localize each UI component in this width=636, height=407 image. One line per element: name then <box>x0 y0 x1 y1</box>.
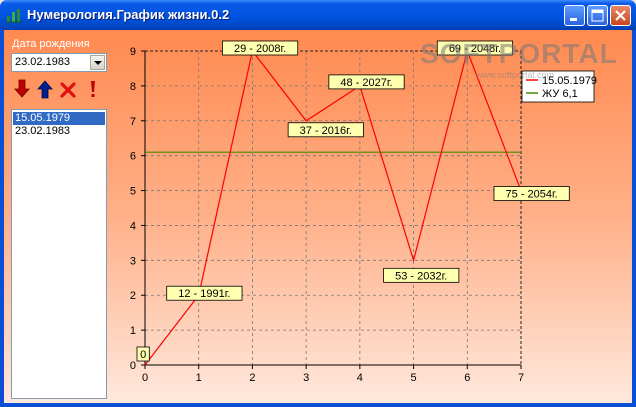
y-tick-label: 0 <box>130 360 136 372</box>
y-tick-label: 5 <box>130 186 136 198</box>
data-label-box <box>166 285 243 301</box>
birth-date-select[interactable]: 23.02.1983 <box>11 53 107 72</box>
delete-x-icon[interactable] <box>59 79 77 99</box>
y-tick-label: 7 <box>130 116 136 128</box>
data-label-box <box>493 186 570 201</box>
watermark-text: SOFTPORTAL <box>420 38 618 69</box>
data-label-box <box>328 74 405 90</box>
maximize-icon <box>591 9 604 22</box>
y-tick-label: 2 <box>130 290 136 302</box>
birth-date-value: 23.02.1983 <box>15 56 71 68</box>
x-tick-label: 7 <box>518 372 524 384</box>
data-label: 75 - 2054г. <box>506 189 558 201</box>
dates-listbox[interactable]: 15.05.1979 23.02.1983 <box>11 109 107 399</box>
exclamation-icon[interactable] <box>84 79 102 99</box>
legend-entry: ЖУ 6,1 <box>542 88 578 100</box>
data-label: 0 <box>140 349 146 361</box>
birth-date-label: Дата рождения <box>12 38 90 50</box>
y-tick-label: 6 <box>130 151 136 163</box>
legend-entry: 15.05.1979 <box>542 75 597 87</box>
x-tick-label: 0 <box>142 372 148 384</box>
minimize-button[interactable] <box>564 5 585 26</box>
list-item[interactable]: 15.05.1979 <box>13 112 105 125</box>
client-area: Дата рождения 23.02.1983 15.05.1979 23.0… <box>4 30 632 403</box>
data-label: 48 - 2027г. <box>340 77 392 89</box>
arrow-down-icon[interactable] <box>13 79 31 99</box>
data-label: 12 - 1991г. <box>178 288 230 300</box>
list-item[interactable]: 23.02.1983 <box>15 125 71 137</box>
watermark-url: www.softportal.com <box>476 70 555 80</box>
data-label: 53 - 2032г. <box>395 270 447 282</box>
data-label-box <box>436 40 513 56</box>
y-tick-label: 3 <box>130 255 136 267</box>
series-line <box>144 49 522 366</box>
arrow-up-icon[interactable] <box>36 79 54 99</box>
x-tick-label: 6 <box>464 372 470 384</box>
maximize-button[interactable] <box>587 5 608 26</box>
x-tick-label: 5 <box>411 372 417 384</box>
data-label: 37 - 2016г. <box>300 125 352 137</box>
window-title: Нумерология.График жизни.0.2 <box>27 7 230 22</box>
data-label-box <box>287 122 364 138</box>
data-label-box <box>136 346 150 362</box>
title-bar[interactable]: Нумерология.График жизни.0.2 <box>0 0 636 30</box>
x-tick-label: 3 <box>303 372 309 384</box>
close-button[interactable] <box>610 5 631 26</box>
x-tick-label: 4 <box>357 372 363 384</box>
minimize-icon <box>570 18 577 21</box>
life-chart: 0 1 2 3 4 5 6 7 0 1 2 3 4 5 6 7 8 9 0 12 - 1991г. 29 - 2008г… <box>114 30 632 403</box>
y-tick-label: 1 <box>130 325 136 337</box>
y-tick-label: 8 <box>130 81 136 93</box>
data-label-box <box>383 267 460 283</box>
x-tick-label: 1 <box>196 372 202 384</box>
close-icon <box>615 10 626 21</box>
y-tick-label: 4 <box>130 220 136 232</box>
app-icon <box>6 9 22 23</box>
legend-box <box>521 70 595 103</box>
x-tick-label: 2 <box>249 372 255 384</box>
data-label-box <box>222 40 299 56</box>
chevron-down-icon[interactable] <box>90 55 105 70</box>
data-label: 69 - 2048г. <box>449 43 501 55</box>
data-label: 29 - 2008г. <box>234 43 286 55</box>
y-tick-label: 9 <box>130 46 136 58</box>
